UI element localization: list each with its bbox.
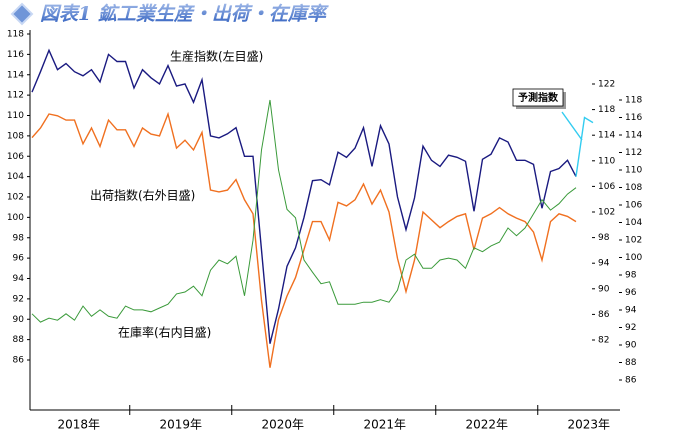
series-label: 在庫率(右内目盛) (118, 325, 211, 340)
y-tick-label: 116 (7, 50, 24, 60)
y2-tick-label: 90 (598, 284, 610, 294)
y-tick-label: 98 (13, 233, 25, 243)
x-tick-label: 2019年 (159, 418, 202, 432)
y-tick-label: 90 (13, 315, 25, 325)
y-tick-label: 112 (7, 91, 24, 101)
series-line (31, 48, 577, 344)
y3-tick-label: 102 (625, 236, 642, 246)
annotation-box (512, 88, 564, 107)
y2-tick-label: 122 (598, 80, 615, 90)
y3-tick-label: 116 (625, 113, 642, 123)
x-tick-label: 2022年 (465, 418, 508, 432)
chart-title: 図表1 鉱工業生産・出荷・在庫率 (40, 3, 329, 25)
y-tick-label: 108 (7, 131, 24, 141)
y-tick-label: 104 (7, 172, 24, 182)
y3-tick-label: 106 (625, 201, 642, 211)
y3-tick-label: 114 (625, 131, 642, 141)
x-tick-label: 2023年 (567, 418, 610, 432)
y2-tick-label: 98 (598, 233, 610, 243)
y2-tick-label: 118 (598, 105, 615, 115)
y-tick-label: 86 (13, 356, 25, 366)
title-icon (10, 2, 34, 26)
y3-tick-label: 90 (625, 341, 637, 351)
y3-tick-label: 94 (625, 306, 637, 316)
y3-tick-label: 104 (625, 218, 642, 228)
y-tick-label: 110 (7, 111, 24, 121)
y-tick-label: 102 (7, 193, 24, 203)
y2-tick-label: 82 (598, 336, 609, 346)
annotation-arrow (561, 111, 583, 141)
y3-tick-label: 108 (625, 183, 642, 193)
y-tick-label: 96 (13, 254, 25, 264)
y3-tick-label: 118 (625, 96, 642, 106)
y3-tick-label: 98 (625, 271, 637, 281)
y3-tick-label: 96 (625, 288, 637, 298)
series-label: 生産指数(左目盛) (170, 49, 263, 64)
y3-tick-label: 88 (625, 358, 637, 368)
y2-tick-label: 86 (598, 310, 610, 320)
series-line (575, 116, 594, 177)
y2-tick-label: 102 (598, 208, 615, 218)
x-tick-label: 2020年 (261, 418, 304, 432)
y2-tick-label: 110 (598, 156, 615, 166)
y-tick-label: 94 (13, 274, 25, 284)
y3-tick-label: 100 (625, 253, 642, 263)
y-tick-label: 114 (7, 70, 24, 80)
annotation: 予測指数 (518, 91, 559, 104)
y-tick-label: 106 (7, 152, 24, 162)
y3-tick-label: 112 (625, 148, 642, 158)
y-tick-label: 100 (7, 213, 24, 223)
y-tick-label: 88 (13, 335, 25, 345)
series-line (31, 111, 577, 368)
x-tick-label: 2021年 (363, 418, 406, 432)
y3-tick-label: 86 (625, 376, 637, 386)
y2-tick-label: 106 (598, 182, 615, 192)
y-tick-label: 118 (7, 30, 24, 40)
series-label: 出荷指数(右外目盛) (90, 188, 195, 203)
x-tick-label: 2018年 (57, 418, 100, 432)
y3-tick-label: 110 (625, 166, 642, 176)
y2-tick-label: 114 (598, 131, 615, 141)
y3-tick-label: 92 (625, 323, 636, 333)
y-tick-label: 92 (13, 294, 24, 304)
y2-tick-label: 94 (598, 259, 610, 269)
series-line (31, 99, 577, 323)
